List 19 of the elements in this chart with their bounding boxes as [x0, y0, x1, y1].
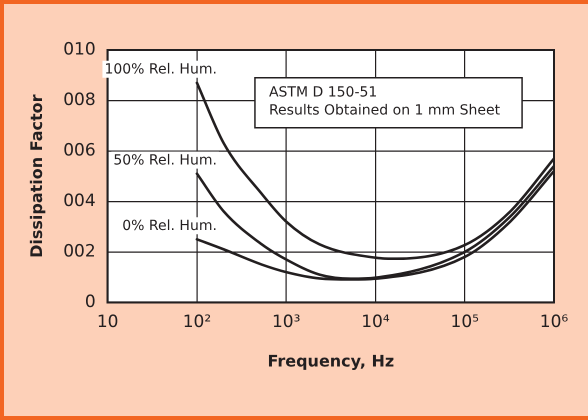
y-tick-label: 0 — [84, 292, 96, 312]
x-tick-label: 10³ — [272, 312, 300, 332]
x-tick-label: 10² — [182, 312, 212, 332]
series-label: 100% Rel. Hum. — [104, 61, 217, 78]
series-label: 0% Rel. Hum. — [122, 218, 217, 234]
y-tick-label: 002 — [63, 241, 96, 262]
x-tick-label: 10⁴ — [361, 312, 390, 332]
x-tick-label: 10⁵ — [450, 312, 479, 332]
x-tick-label: 10⁶ — [540, 312, 568, 332]
x-tick-label: 10 — [96, 312, 118, 332]
y-tick-label: 010 — [63, 39, 96, 60]
annotation: ASTM D 150-51 — [268, 84, 378, 100]
x-axis-title: Frequency, Hz — [267, 352, 394, 371]
y-axis-title: Dissipation Factor — [26, 94, 46, 258]
annotation: Results Obtained on 1 mm Sheet — [268, 102, 501, 118]
y-tick-label: 004 — [63, 190, 96, 211]
y-tick-label: 008 — [63, 90, 96, 110]
series-label: 50% Rel. Hum. — [113, 152, 217, 168]
y-tick-label: 006 — [63, 140, 96, 160]
